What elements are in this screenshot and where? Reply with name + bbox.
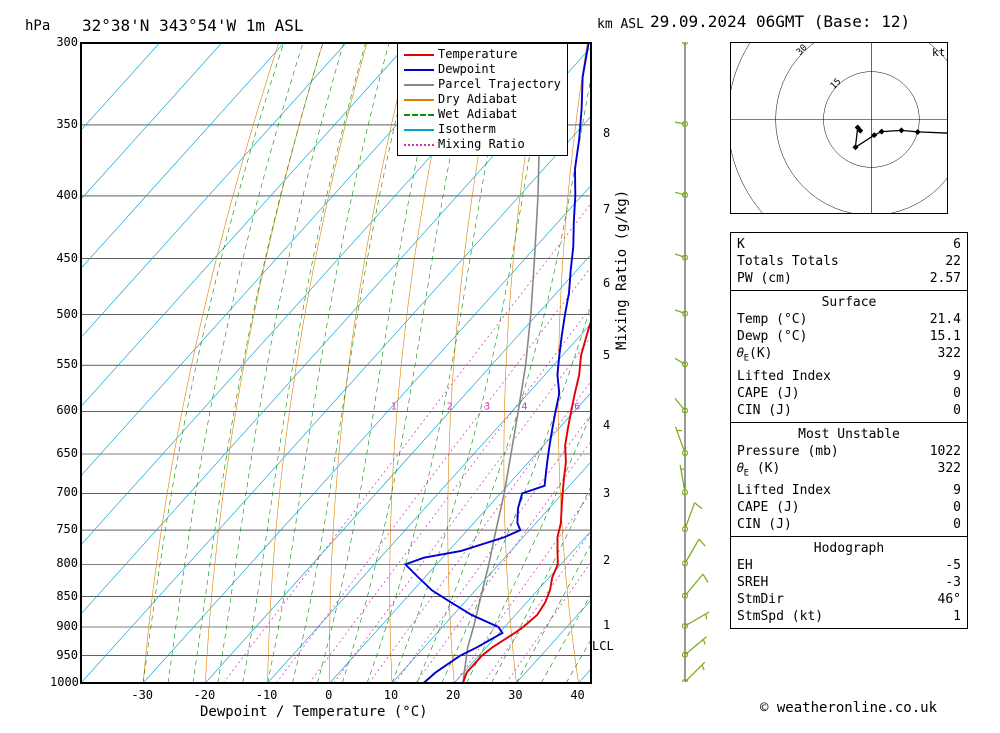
legend-item: Dewpoint <box>404 62 561 77</box>
info-row: PW (cm)2.57 <box>737 270 961 287</box>
altitude-tick: 3 <box>603 486 610 500</box>
most-unstable-section: Most Unstable Pressure (mb)1022𝜃E (K)322… <box>731 423 967 538</box>
temp-tick: -10 <box>252 688 282 702</box>
timestamp: 29.09.2024 06GMT (Base: 12) <box>650 12 910 31</box>
legend-item: Isotherm <box>404 122 561 137</box>
wind-barbs <box>675 42 725 682</box>
hodo-header: Hodograph <box>737 540 961 557</box>
pressure-axis-unit: hPa <box>25 18 50 34</box>
info-panel: K6Totals Totals22PW (cm)2.57 Surface Tem… <box>730 232 968 629</box>
altitude-tick: 2 <box>603 553 610 567</box>
pressure-tick: 300 <box>50 35 78 49</box>
temp-tick: 0 <box>314 688 344 702</box>
info-row: 𝜃E(K)322 <box>737 345 961 368</box>
surface-header: Surface <box>737 294 961 311</box>
pressure-tick: 600 <box>50 403 78 417</box>
svg-text:15: 15 <box>829 77 844 92</box>
info-row: Pressure (mb)1022 <box>737 443 961 460</box>
temp-tick: -20 <box>189 688 219 702</box>
legend-item: Temperature <box>404 47 561 62</box>
pressure-tick: 700 <box>50 485 78 499</box>
info-row: Totals Totals22 <box>737 253 961 270</box>
temp-tick: -30 <box>127 688 157 702</box>
svg-text:1: 1 <box>391 401 397 412</box>
altitude-tick: 5 <box>603 348 610 362</box>
hodograph: 153045 <box>730 42 948 214</box>
svg-text:2: 2 <box>447 401 453 412</box>
pressure-tick: 750 <box>50 522 78 536</box>
info-row: SREH-3 <box>737 574 961 591</box>
temp-tick: 20 <box>438 688 468 702</box>
pressure-tick: 400 <box>50 188 78 202</box>
altitude-axis-unit: km ASL <box>597 17 644 32</box>
legend: TemperatureDewpointParcel TrajectoryDry … <box>397 43 568 156</box>
temp-tick: 10 <box>376 688 406 702</box>
skewt-diagram: 32°38'N 343°54'W 1m ASL 29.09.2024 06GMT… <box>10 10 990 723</box>
info-row: CIN (J)0 <box>737 516 961 533</box>
indices-section: K6Totals Totals22PW (cm)2.57 <box>731 233 967 291</box>
pressure-tick: 900 <box>50 619 78 633</box>
pressure-tick: 500 <box>50 307 78 321</box>
altitude-tick: 4 <box>603 418 610 432</box>
pressure-tick: 1000 <box>50 675 78 689</box>
info-row: 𝜃E (K)322 <box>737 460 961 483</box>
info-row: StmSpd (kt)1 <box>737 608 961 625</box>
altitude-tick: 7 <box>603 202 610 216</box>
info-row: CAPE (J)0 <box>737 499 961 516</box>
legend-item: Mixing Ratio <box>404 137 561 152</box>
lcl-label: LCL <box>592 639 614 653</box>
info-row: Temp (°C)21.4 <box>737 311 961 328</box>
legend-item: Dry Adiabat <box>404 92 561 107</box>
x-axis-label: Dewpoint / Temperature (°C) <box>200 704 428 720</box>
svg-text:6: 6 <box>574 401 580 412</box>
temp-tick: 40 <box>563 688 593 702</box>
mu-header: Most Unstable <box>737 426 961 443</box>
altitude-tick: 8 <box>603 126 610 140</box>
svg-text:30: 30 <box>795 43 810 58</box>
info-row: Dewp (°C)15.1 <box>737 328 961 345</box>
location-title: 32°38'N 343°54'W 1m ASL <box>82 16 304 35</box>
pressure-tick: 950 <box>50 648 78 662</box>
pressure-tick: 650 <box>50 446 78 460</box>
info-row: Lifted Index9 <box>737 368 961 385</box>
legend-item: Wet Adiabat <box>404 107 561 122</box>
svg-text:4: 4 <box>521 401 527 412</box>
pressure-tick: 350 <box>50 117 78 131</box>
altitude-tick: 6 <box>603 276 610 290</box>
pressure-tick: 450 <box>50 251 78 265</box>
temp-tick: 30 <box>500 688 530 702</box>
svg-text:3: 3 <box>484 401 490 412</box>
copyright: © weatheronline.co.uk <box>760 700 937 716</box>
legend-item: Parcel Trajectory <box>404 77 561 92</box>
info-row: CIN (J)0 <box>737 402 961 419</box>
mixing-ratio-axis-label: Mixing Ratio (g/kg) <box>614 190 630 350</box>
info-row: Lifted Index9 <box>737 482 961 499</box>
pressure-tick: 800 <box>50 556 78 570</box>
info-row: CAPE (J)0 <box>737 385 961 402</box>
altitude-tick: 1 <box>603 618 610 632</box>
info-row: K6 <box>737 236 961 253</box>
pressure-tick: 550 <box>50 357 78 371</box>
info-row: StmDir46° <box>737 591 961 608</box>
pressure-tick: 850 <box>50 589 78 603</box>
hodograph-unit: kt <box>932 46 945 59</box>
hodograph-section: Hodograph EH-5SREH-3StmDir46°StmSpd (kt)… <box>731 537 967 628</box>
surface-section: Surface Temp (°C)21.4Dewp (°C)15.1𝜃E(K)3… <box>731 291 967 423</box>
info-row: EH-5 <box>737 557 961 574</box>
